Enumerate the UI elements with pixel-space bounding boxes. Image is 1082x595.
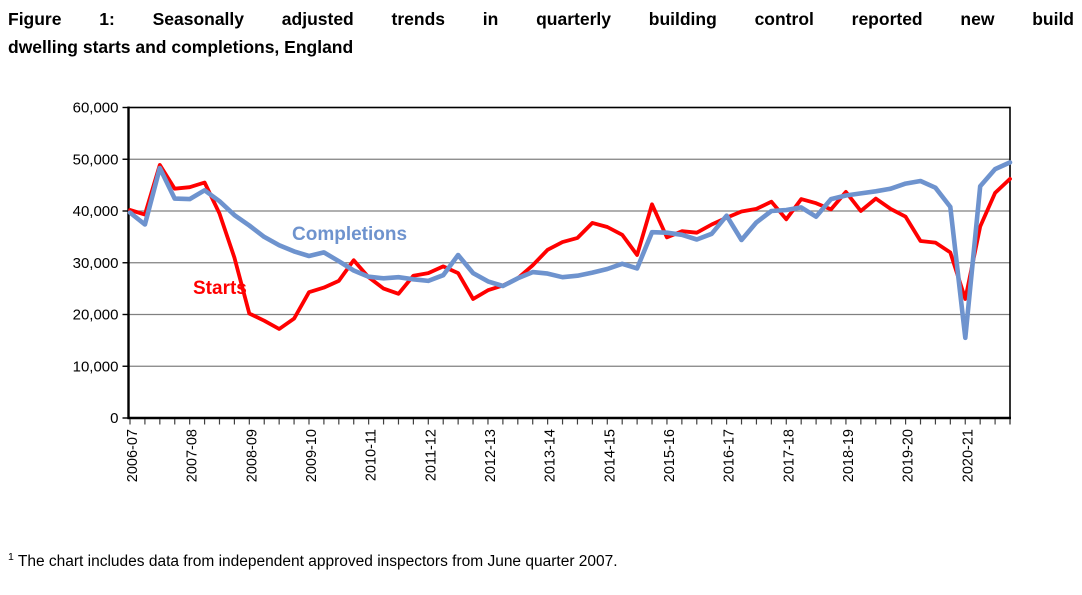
starts-series-label: Starts [193,278,247,299]
figure-title-line1: Figure 1: Seasonally adjusted trends in … [8,9,1074,29]
y-axis-ticks [122,106,129,419]
x-year-label: 2007-08 [185,429,201,482]
x-year-label: 2015-16 [662,429,678,482]
y-tick-label: 60,000 [73,100,119,117]
x-axis-ticks [129,419,1011,425]
x-axis-labels: 2006-07 2007-08 2008-09 2009-10 2010-11 2011-… [125,429,976,482]
x-year-label: 2012-13 [483,429,499,482]
y-tick-label: 30,000 [73,255,119,272]
x-year-label: 2013-14 [543,429,559,482]
footnote-marker: 1 [8,551,14,563]
y-tick-label: 0 [110,410,118,427]
y-tick-label: 50,000 [73,151,119,168]
x-year-label: 2020-21 [960,429,976,482]
figure-title: Figure 1: Seasonally adjusted trends in … [8,5,1074,61]
x-year-label: 2014-15 [602,429,618,482]
completions-series-label: Completions [292,224,407,245]
x-year-label: 2006-07 [125,429,141,482]
completions-line [127,160,1013,341]
starts-line [128,162,1012,331]
y-tick-label: 10,000 [73,358,119,375]
y-axis-labels: 0 10,000 20,000 30,000 40,000 50,000 60,000 [73,100,119,428]
x-year-label: 2016-17 [722,429,738,482]
x-year-label: 2010-11 [364,429,380,481]
figure-title-line2: dwelling starts and completions, England [8,37,354,57]
x-year-label: 2008-09 [244,429,260,482]
x-year-label: 2011-12 [423,429,439,481]
x-year-label: 2017-18 [781,429,797,482]
y-tick-label: 40,000 [73,203,119,220]
gridlines [128,158,1010,367]
footnote-text: The chart includes data from independent… [17,553,618,571]
y-tick-label: 20,000 [73,307,119,324]
x-year-label: 2019-20 [901,429,917,482]
footnote: 1 The chart includes data from independe… [8,551,1008,571]
x-year-label: 2018-19 [841,429,857,482]
x-year-label: 2009-10 [304,429,320,482]
